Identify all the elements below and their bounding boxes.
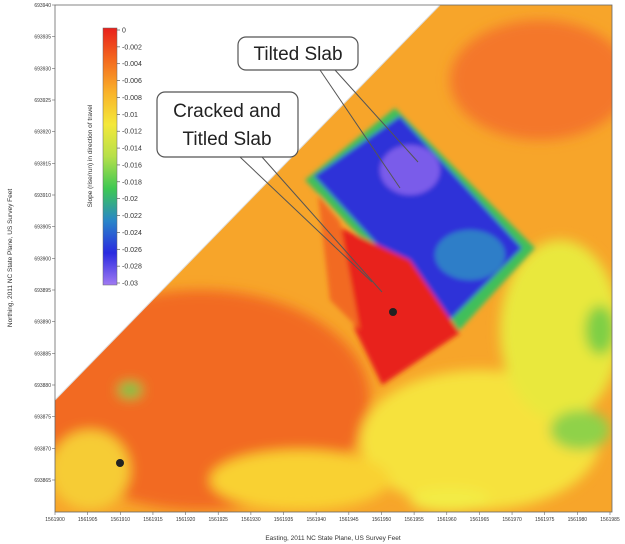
colorbar-tick-label: -0.002: [122, 44, 142, 51]
annotation: Cracked and: [173, 101, 281, 122]
x-tick-label: 1561975: [535, 517, 555, 523]
colorbar-tick-label: -0.014: [122, 146, 142, 153]
x-axis-label: Easting, 2011 NC State Plane, US Survey …: [265, 535, 401, 542]
x-tick-label: 1561935: [274, 517, 294, 523]
x-tick-label: 1561905: [78, 517, 98, 523]
x-tick-label: 1561925: [209, 517, 229, 523]
annotation: Titled Slab: [182, 129, 271, 150]
x-tick-label: 1561985: [600, 517, 620, 523]
colorbar-tick-label: -0.02: [122, 196, 138, 203]
y-tick-label: 693880: [34, 383, 51, 389]
colorbar-tick-label: -0.022: [122, 213, 142, 220]
y-tick-label: 693935: [34, 35, 51, 41]
x-tick-label: 1561900: [45, 517, 65, 523]
y-tick-label: 693925: [34, 98, 51, 104]
x-tick-label: 1561965: [470, 517, 490, 523]
colorbar-label: Slope (rise/run) in direction of travel: [87, 104, 94, 207]
y-axis-label: Northing, 2011 NC State Plane, US Survey…: [7, 189, 14, 327]
colorbar-tick-label: -0.012: [122, 129, 142, 136]
x-tick-label: 1561970: [502, 517, 522, 523]
colorbar-tick-label: -0.01: [122, 112, 138, 119]
x-tick-label: 1561920: [176, 517, 196, 523]
x-tick-label: 1561955: [404, 517, 424, 523]
x-tick-label: 1561950: [372, 517, 392, 523]
colorbar-tick-label: -0.024: [122, 230, 142, 237]
colorbar-tick-label: -0.03: [122, 281, 138, 288]
y-tick-label: 693885: [34, 351, 51, 357]
y-tick-label: 693905: [34, 225, 51, 231]
y-tick-label: 693900: [34, 256, 51, 262]
x-tick-label: 1561930: [241, 517, 261, 523]
x-tick-label: 1561945: [339, 517, 359, 523]
x-tick-label: 1561960: [437, 517, 457, 523]
colorbar-tick-label: -0.016: [122, 162, 142, 169]
colorbar-tick-label: 0: [122, 28, 126, 35]
y-tick-label: 693930: [34, 66, 51, 72]
y-tick-label: 693870: [34, 446, 51, 452]
marker: [389, 308, 397, 316]
annotation: Tilted Slab: [253, 44, 342, 65]
y-tick-label: 693895: [34, 288, 51, 294]
x-tick-label: 1561910: [111, 517, 131, 523]
y-tick-label: 693890: [34, 320, 51, 326]
y-tick-label: 693915: [34, 161, 51, 167]
y-tick-label: 693875: [34, 415, 51, 421]
x-tick-label: 1561980: [568, 517, 588, 523]
chart: Slope (rise/run) in direction of travel …: [0, 0, 625, 544]
colorbar-tick-label: -0.006: [122, 78, 142, 85]
colorbar: [103, 28, 117, 285]
y-tick-label: 693910: [34, 193, 51, 199]
x-tick-label: 1561915: [143, 517, 163, 523]
y-tick-label: 693940: [34, 3, 51, 9]
colorbar-tick-label: -0.026: [122, 247, 142, 254]
colorbar-tick-label: -0.004: [122, 61, 142, 68]
y-tick-label: 693920: [34, 130, 51, 136]
y-tick-label: 693865: [34, 478, 51, 484]
colorbar-tick-label: -0.008: [122, 95, 142, 102]
marker: [116, 459, 124, 467]
x-tick-label: 1561940: [306, 517, 326, 523]
colorbar-tick-label: -0.018: [122, 179, 142, 186]
colorbar-tick-label: -0.028: [122, 264, 142, 271]
